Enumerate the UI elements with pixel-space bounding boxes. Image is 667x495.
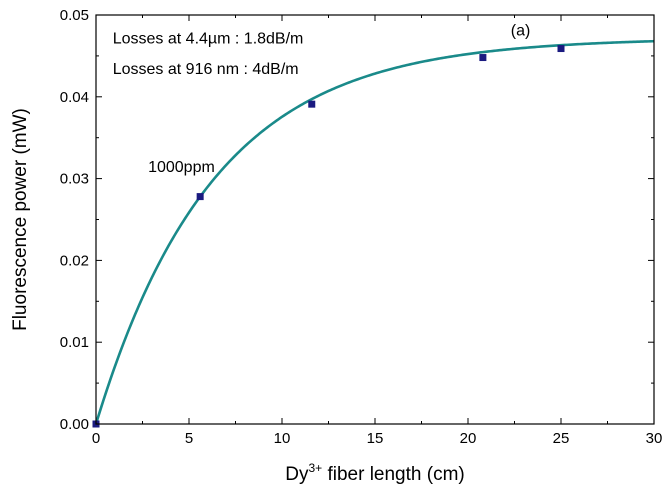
y-tick-label: 0.04 — [60, 89, 89, 106]
y-tick-label: 0.03 — [60, 171, 89, 188]
x-tick-label: 15 — [367, 430, 384, 447]
y-tick-label: 0.05 — [60, 7, 89, 24]
y-tick-label: 0.02 — [60, 252, 89, 269]
x-tick-label: 10 — [274, 430, 291, 447]
x-axis-title-rest: fiber length (cm) — [322, 464, 465, 485]
data-point — [557, 45, 565, 53]
x-tick-label: 25 — [553, 430, 570, 447]
annotation-text: 1000ppm — [148, 159, 215, 176]
ticks — [95, 14, 655, 425]
x-tick-label: 30 — [646, 430, 663, 447]
x-tick-label: 0 — [92, 430, 100, 447]
x-axis-title-base: Dy — [285, 464, 309, 485]
data-point — [479, 54, 487, 62]
y-tick-label: 0.00 — [60, 416, 89, 433]
x-tick-label: 5 — [185, 430, 193, 447]
tick-labels: 0 5 10 15 20 25 30 0.00 0.01 0.02 0.03 0.04 0.05 — [60, 7, 663, 447]
data-point — [308, 100, 316, 108]
annotation-text: Losses at 916 nm : 4dB/m — [113, 61, 299, 78]
annotation-text: (a) — [511, 22, 531, 39]
annotation-text: Losses at 4.4µm : 1.8dB/m — [113, 31, 304, 48]
y-tick-label: 0.01 — [60, 334, 89, 351]
x-axis-title-superscript: 3+ — [309, 461, 323, 475]
annotations: Losses at 4.4µm : 1.8dB/m Losses at 916 n… — [113, 22, 531, 176]
y-axis-title: Fluorescence power (mW) — [10, 108, 31, 331]
x-axis-title: Dy3+ fiber length (cm) — [285, 461, 464, 485]
x-tick-label: 20 — [460, 430, 477, 447]
data-point — [196, 193, 204, 201]
